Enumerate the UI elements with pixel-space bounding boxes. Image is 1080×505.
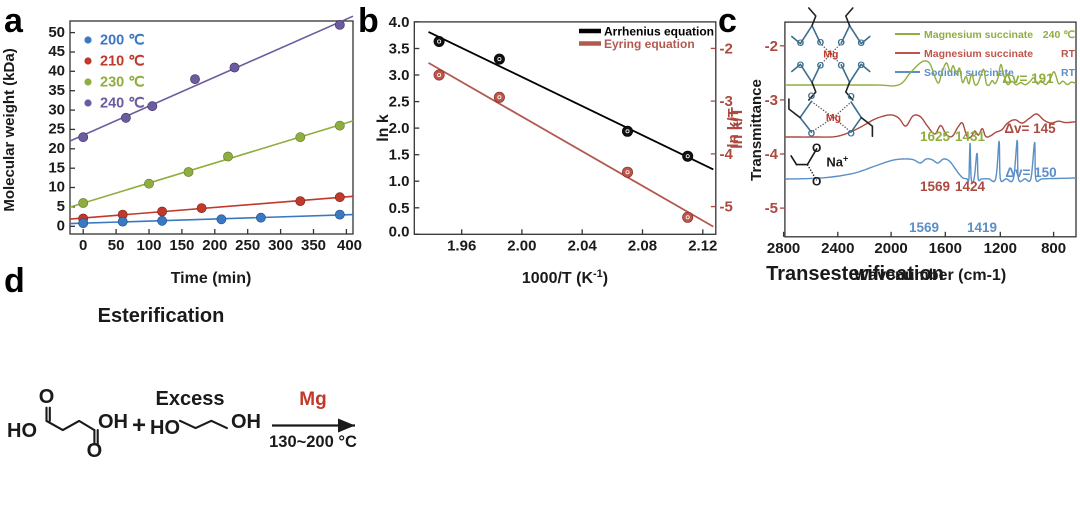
- svg-text:Mg: Mg: [299, 389, 326, 410]
- svg-text:Sodium succinate: Sodium succinate: [924, 67, 1014, 79]
- svg-text:1569: 1569: [909, 220, 939, 235]
- svg-text:Δv= 191: Δv= 191: [1002, 71, 1054, 86]
- svg-text:1.5: 1.5: [389, 147, 410, 164]
- svg-text:130~200 °C: 130~200 °C: [269, 433, 357, 451]
- svg-text:5: 5: [57, 198, 65, 215]
- svg-text:Wavenumber (cm-1): Wavenumber (cm-1): [854, 267, 1006, 284]
- svg-text:1625: 1625: [920, 129, 951, 144]
- svg-text:3.5: 3.5: [389, 41, 410, 58]
- svg-text:ln k/T: ln k/T: [725, 108, 742, 147]
- svg-text:Δv= 150: Δv= 150: [1005, 165, 1056, 180]
- svg-text:100: 100: [136, 237, 161, 254]
- svg-text:15: 15: [48, 159, 65, 176]
- svg-text:300: 300: [268, 237, 293, 254]
- svg-text:210 ℃: 210 ℃: [100, 54, 145, 70]
- svg-text:1.0: 1.0: [389, 173, 410, 190]
- svg-text:0: 0: [57, 218, 65, 235]
- svg-text:1.96: 1.96: [447, 237, 476, 254]
- svg-text:HO: HO: [7, 420, 37, 442]
- svg-text:150: 150: [169, 237, 194, 254]
- svg-text:1431: 1431: [955, 129, 986, 144]
- svg-text:50: 50: [108, 237, 125, 254]
- svg-text:40: 40: [48, 63, 65, 80]
- svg-text:O: O: [87, 440, 103, 462]
- svg-text:RT: RT: [1061, 67, 1076, 79]
- svg-text:2.08: 2.08: [628, 237, 657, 254]
- svg-text:200 ℃: 200 ℃: [100, 33, 145, 49]
- svg-text:Esterification: Esterification: [98, 305, 225, 327]
- svg-text:2.04: 2.04: [568, 237, 598, 254]
- svg-text:25: 25: [48, 121, 65, 138]
- svg-text:3.0: 3.0: [389, 67, 410, 84]
- svg-text:0.5: 0.5: [389, 200, 410, 217]
- svg-text:2400: 2400: [821, 240, 854, 257]
- svg-text:-4: -4: [765, 146, 779, 163]
- svg-text:1569: 1569: [920, 179, 950, 194]
- svg-text:2.12: 2.12: [688, 237, 717, 254]
- svg-text:240 ℃: 240 ℃: [1043, 29, 1075, 41]
- svg-text:45: 45: [48, 43, 65, 60]
- svg-text:230 ℃: 230 ℃: [100, 75, 145, 91]
- svg-text:ln k: ln k: [375, 114, 392, 142]
- svg-text:OH: OH: [231, 411, 261, 433]
- svg-text:35: 35: [48, 82, 65, 99]
- svg-text:Transmittance: Transmittance: [748, 79, 765, 181]
- svg-text:200: 200: [202, 237, 227, 254]
- svg-text:OH: OH: [98, 411, 128, 433]
- svg-text:50: 50: [48, 24, 65, 41]
- svg-text:-5: -5: [765, 200, 778, 217]
- svg-text:30: 30: [48, 101, 65, 118]
- svg-text:10: 10: [48, 179, 65, 196]
- svg-text:1424: 1424: [955, 179, 986, 194]
- svg-text:Time (min): Time (min): [171, 270, 252, 287]
- svg-text:-2: -2: [765, 38, 778, 55]
- svg-text:Magnesium succinate: Magnesium succinate: [924, 29, 1033, 41]
- svg-text:400: 400: [337, 237, 362, 254]
- svg-text:RT: RT: [1061, 48, 1076, 60]
- svg-text:Molecular weight (kDa): Molecular weight (kDa): [1, 48, 18, 211]
- svg-text:800: 800: [1041, 240, 1066, 257]
- svg-text:4.0: 4.0: [389, 14, 410, 31]
- svg-text:1419: 1419: [967, 220, 997, 235]
- svg-text:Δv= 145: Δv= 145: [1004, 121, 1056, 136]
- svg-text:2.5: 2.5: [389, 94, 410, 111]
- svg-text:2800: 2800: [767, 240, 800, 257]
- svg-text:1600: 1600: [929, 240, 962, 257]
- svg-text:240 ℃: 240 ℃: [100, 96, 145, 112]
- svg-text:O: O: [39, 386, 55, 408]
- svg-text:HO: HO: [150, 417, 180, 439]
- svg-text:0.0: 0.0: [389, 224, 410, 241]
- svg-text:Eyring equation: Eyring equation: [604, 37, 695, 51]
- svg-text:2.00: 2.00: [507, 237, 536, 254]
- svg-text:250: 250: [235, 237, 260, 254]
- svg-text:350: 350: [301, 237, 326, 254]
- svg-text:+: +: [132, 412, 146, 439]
- svg-text:1200: 1200: [984, 240, 1017, 257]
- svg-text:-3: -3: [765, 92, 778, 109]
- svg-text:2000: 2000: [874, 240, 907, 257]
- svg-text:0: 0: [79, 237, 87, 254]
- svg-text:20: 20: [48, 140, 65, 157]
- svg-text:Magnesium succinate: Magnesium succinate: [924, 48, 1033, 60]
- svg-text:Excess: Excess: [156, 388, 225, 410]
